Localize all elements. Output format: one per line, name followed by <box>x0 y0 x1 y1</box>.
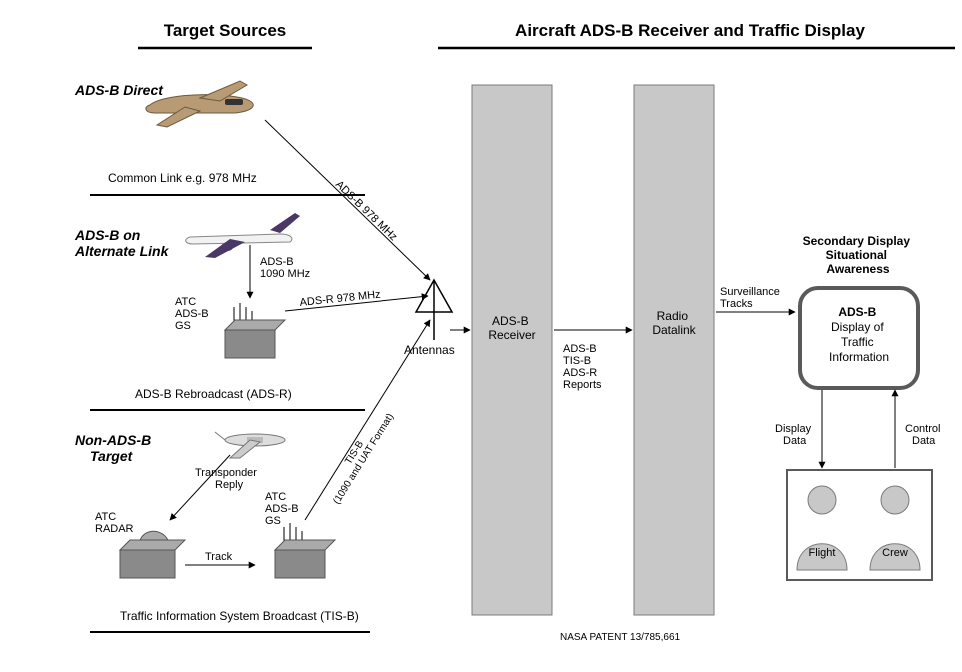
ground-station-icon-1 <box>225 303 285 358</box>
label-transponder: Transponder Reply <box>195 467 260 491</box>
airliner-icon <box>186 213 300 258</box>
label-crew: Crew <box>882 547 908 559</box>
caption-common-link: Common Link e.g. 978 MHz <box>108 171 257 185</box>
label-adsr978: ADS-R 978 MHz <box>299 289 381 309</box>
label-atc-radar: ATC RADAR <box>95 511 134 535</box>
header-right: Aircraft ADS-B Receiver and Traffic Disp… <box>515 21 865 40</box>
label-adsb-receiver: ADS-B Receiver <box>488 314 535 342</box>
label-altlink: ADS-B on Alternate Link <box>74 227 170 259</box>
caption-adsr: ADS-B Rebroadcast (ADS-R) <box>135 387 292 401</box>
label-surveillance: Surveillance Tracks <box>720 286 783 310</box>
datalink-column <box>634 85 714 615</box>
receiver-column <box>472 85 552 615</box>
adsb-diagram: Target Sources Aircraft ADS-B Receiver a… <box>0 0 962 667</box>
label-atc-adsb-gs-2: ATC ADS-B GS <box>265 491 302 527</box>
label-flight: Flight <box>809 547 836 559</box>
label-reports: ADS-B TIS-B ADS-R Reports <box>563 343 602 391</box>
radar-icon <box>120 531 185 578</box>
ga-aircraft-icon <box>215 432 285 458</box>
label-track: Track <box>205 551 233 563</box>
caption-tisb: Traffic Information System Broadcast (TI… <box>120 609 359 623</box>
label-display-data: Display Data <box>775 423 814 447</box>
label-secondary: Secondary Display Situational Awareness <box>803 234 914 276</box>
label-atc-adsb-gs-1: ATC ADS-B GS <box>175 296 212 332</box>
label-tisb: TIS-B (1090 and UAT Format) <box>322 406 396 506</box>
label-direct: ADS-B Direct <box>74 82 164 98</box>
label-control-data: Control Data <box>905 423 944 447</box>
antenna-icon <box>416 280 452 340</box>
label-datalink: Radio Datalink <box>652 309 696 337</box>
label-display-box: ADS-B Display of Traffic Information <box>829 305 889 364</box>
arrow-tisb <box>305 320 430 520</box>
label-nonadsb: Non-ADS-B Target <box>75 432 155 464</box>
label-adsb978: ADS-B 978 MHz <box>333 179 399 244</box>
label-adsb1090: ADS-B 1090 MHz <box>260 256 310 280</box>
header-left: Target Sources <box>164 21 287 40</box>
footer-patent: NASA PATENT 13/785,661 <box>560 632 681 643</box>
ground-station-icon-2 <box>275 523 335 578</box>
